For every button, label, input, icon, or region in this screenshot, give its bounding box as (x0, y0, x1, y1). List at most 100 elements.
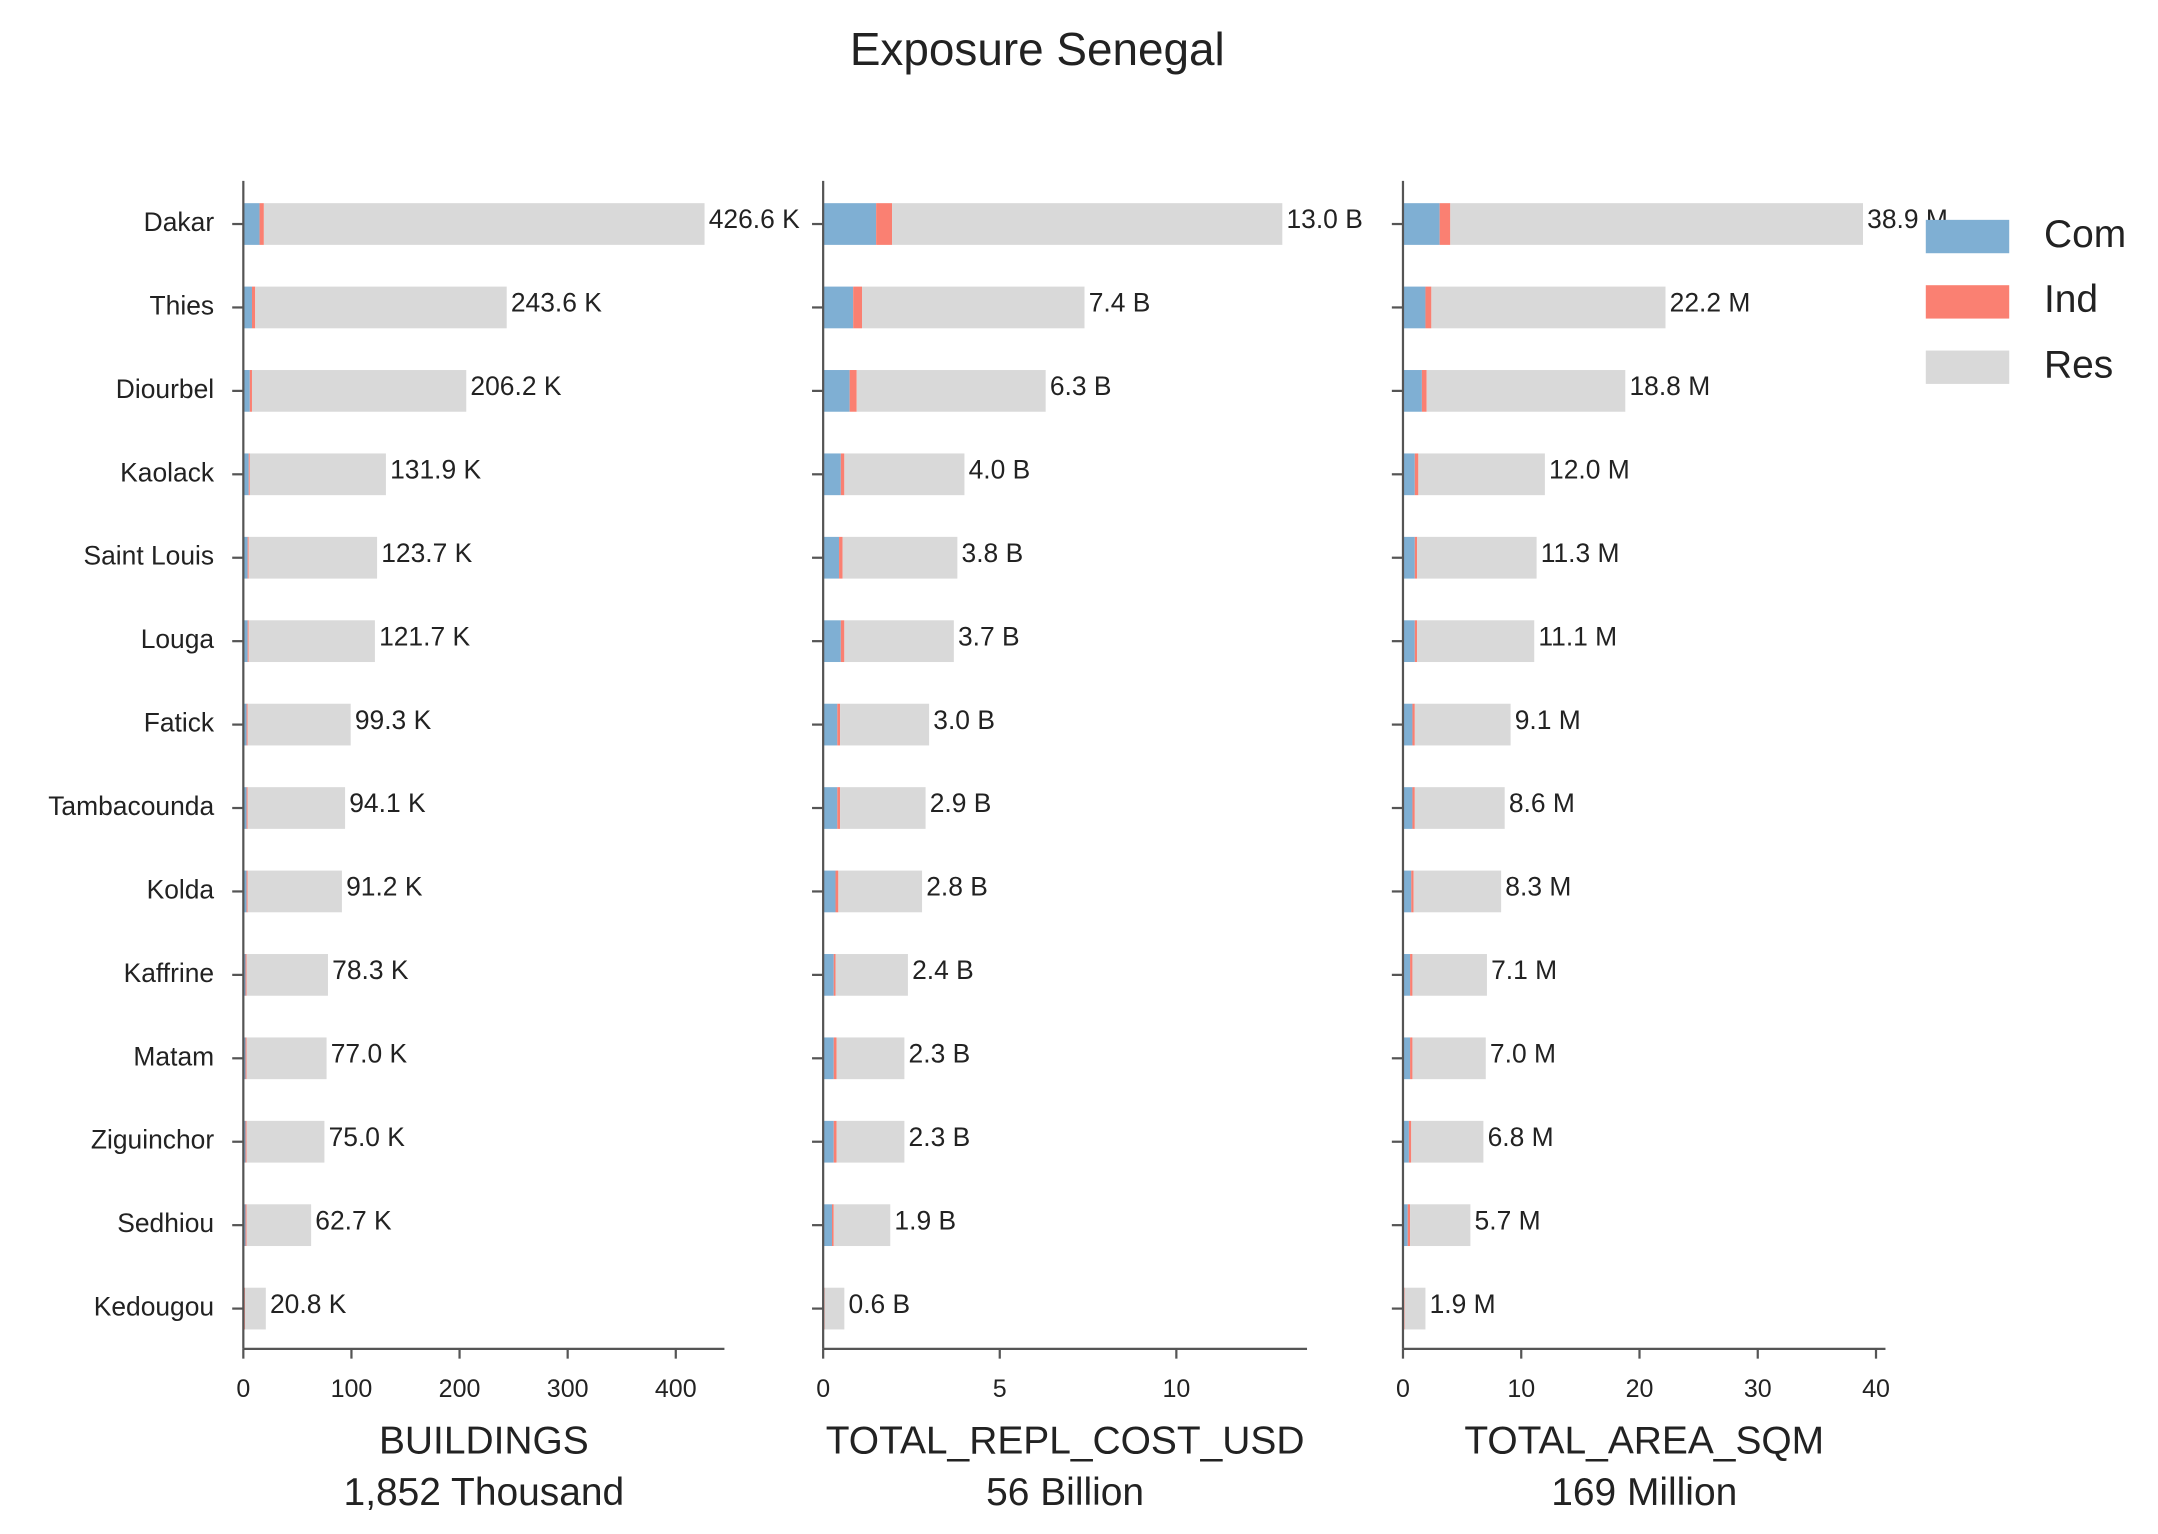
bar-segment (248, 453, 250, 496)
x-axis-label: BUILDINGS (379, 1420, 589, 1463)
bar-segment (1402, 954, 1411, 996)
total-label: 6.8 M (1488, 1122, 1554, 1152)
bar-segment (243, 203, 260, 245)
x-tick-label: 0 (816, 1375, 830, 1403)
bar-segment (840, 620, 845, 663)
bar-segment (1450, 203, 1864, 245)
bar-segment (246, 703, 248, 746)
bar-segment (844, 453, 965, 496)
y-tick-label: Fatick (144, 708, 215, 738)
total-label: 77.0 K (331, 1038, 408, 1068)
bar-segment (245, 1120, 247, 1163)
bar-segment (1408, 1120, 1412, 1163)
bar-segment (1414, 536, 1418, 579)
bar-segment (823, 787, 838, 829)
total-label: 2.4 B (912, 955, 974, 985)
total-label: 243.6 K (511, 288, 602, 318)
bar-segment (823, 536, 840, 579)
bar-segment (1410, 1204, 1471, 1247)
total-label: 3.0 B (933, 705, 995, 735)
y-tick-label: Thies (150, 290, 215, 320)
bar-segment (245, 1204, 247, 1247)
bar-segment (244, 1287, 266, 1330)
total-label: 91.2 K (346, 872, 423, 902)
x-axis-label: TOTAL_AREA_SQM (1464, 1420, 1824, 1463)
bar-segment (243, 536, 248, 579)
bar-segment (836, 1120, 905, 1163)
bar-segment (1439, 203, 1451, 245)
x-tick-label: 200 (439, 1375, 481, 1403)
bar-segment (246, 954, 328, 996)
bar-segment (840, 787, 926, 829)
bar-segment (1402, 286, 1426, 329)
total-label: 123.7 K (381, 538, 472, 568)
y-tick-label: Sedhiou (117, 1208, 214, 1238)
bar-segment (1402, 1037, 1411, 1080)
bar-segment (823, 1120, 834, 1163)
bar-segment (246, 1037, 327, 1080)
bar-segment (263, 203, 705, 245)
bar-segment (1411, 870, 1414, 913)
bar-segment (247, 620, 249, 663)
total-label: 2.9 B (930, 788, 992, 818)
x-tick-label: 40 (1862, 1375, 1890, 1403)
total-label: 1.9 B (894, 1205, 956, 1235)
legend-swatch (1925, 219, 2010, 254)
bar-segment (839, 536, 843, 579)
total-label: 99.3 K (355, 705, 432, 735)
y-tick-label: Dakar (144, 207, 215, 237)
bar-segment (246, 1120, 325, 1163)
x-tick-label: 0 (236, 1375, 250, 1403)
bar-segment (823, 203, 877, 245)
bar-segment (251, 370, 467, 412)
bar-segment (243, 870, 247, 913)
bar-segment (255, 286, 507, 329)
legend-label: Res (2044, 344, 2113, 387)
bar-segment (1402, 870, 1412, 913)
bar-segment (1414, 453, 1419, 496)
y-tick-label: Kaolack (120, 457, 215, 487)
bar-segment (1402, 1120, 1409, 1163)
bar-segment (833, 1204, 891, 1247)
bar-segment (1414, 703, 1511, 746)
bar-segment (823, 954, 834, 996)
bar-segment (840, 703, 930, 746)
bar-segment (244, 1287, 245, 1330)
total-label: 2.8 B (926, 872, 988, 902)
total-label: 7.4 B (1089, 288, 1151, 318)
bar-segment (838, 870, 923, 913)
bar-segment (251, 286, 256, 329)
x-tick-label: 100 (331, 1375, 373, 1403)
bar-segment (892, 203, 1283, 245)
total-label: 5.7 M (1475, 1205, 1541, 1235)
total-label: 121.7 K (379, 621, 470, 651)
y-tick-label: Louga (141, 624, 215, 654)
bar-segment (1410, 1037, 1413, 1080)
bar-segment (1421, 370, 1427, 412)
x-axis-subtitle: 169 Million (1551, 1471, 1737, 1514)
legend-label: Com (2044, 213, 2126, 256)
bar-segment (1412, 787, 1415, 829)
bar-segment (1402, 620, 1415, 663)
bar-segment (836, 1037, 905, 1080)
total-label: 426.6 K (709, 204, 800, 234)
figure-title: Exposure Senegal (850, 23, 1225, 75)
bar-segment (823, 1037, 834, 1080)
bar-segment (833, 1037, 837, 1080)
bar-segment (1425, 286, 1432, 329)
bar-segment (1402, 1204, 1408, 1247)
total-label: 11.3 M (1541, 538, 1620, 568)
bar-segment (249, 370, 252, 412)
total-label: 22.2 M (1670, 288, 1751, 318)
total-label: 2.3 B (909, 1122, 971, 1152)
bar-segment (862, 286, 1085, 329)
x-axis-subtitle: 56 Billion (986, 1471, 1144, 1514)
bar-segment (1412, 954, 1487, 996)
total-label: 78.3 K (332, 955, 409, 985)
x-axis-subtitle: 1,852 Thousand (344, 1471, 625, 1514)
bar-segment (837, 787, 841, 829)
y-tick-label: Kolda (147, 874, 215, 904)
bar-segment (1402, 203, 1440, 245)
bar-segment (823, 453, 841, 496)
